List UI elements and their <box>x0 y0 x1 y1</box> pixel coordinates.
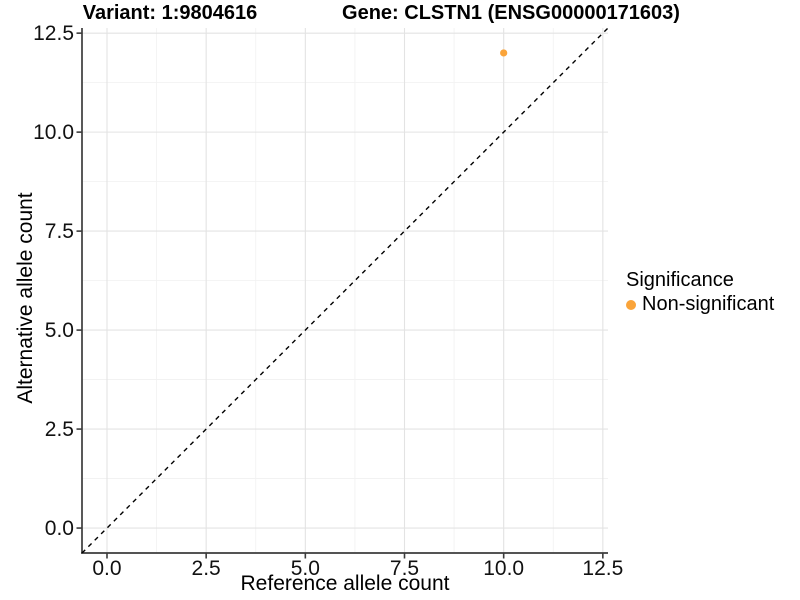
x-tick-label: 12.5 <box>582 557 623 580</box>
plot-title-variant: Variant: 1:9804616 <box>82 2 258 24</box>
legend-title: Significance <box>626 269 734 291</box>
legend-item: Non-significant <box>626 293 774 316</box>
y-axis-title: Alternative allele count <box>14 192 37 404</box>
legend: Significance Non-significant <box>626 269 774 316</box>
plot-title-gene: Gene: CLSTN1 (ENSG00000171603) <box>342 2 680 24</box>
x-tick-label: 10.0 <box>483 557 524 580</box>
x-tick-label: 5.0 <box>291 557 320 580</box>
x-tick-label: 2.5 <box>192 557 221 580</box>
x-axis-title: Reference allele count <box>240 572 450 595</box>
data-point <box>500 49 508 57</box>
y-tick-label: 2.5 <box>45 418 74 441</box>
y-tick-label: 7.5 <box>45 220 74 243</box>
y-tick-label: 10.0 <box>33 121 74 144</box>
legend-item-label: Non-significant <box>642 293 775 315</box>
legend-key-dot-icon <box>626 299 636 310</box>
legend-items: Non-significant <box>626 293 774 316</box>
x-tick-label: 7.5 <box>390 557 419 580</box>
diagonal-reference-line <box>81 27 609 554</box>
y-tick-label: 5.0 <box>45 319 74 342</box>
y-tick-label: 0.0 <box>45 517 74 540</box>
x-tick-label: 0.0 <box>92 557 121 580</box>
y-tick-label: 12.5 <box>33 22 74 45</box>
